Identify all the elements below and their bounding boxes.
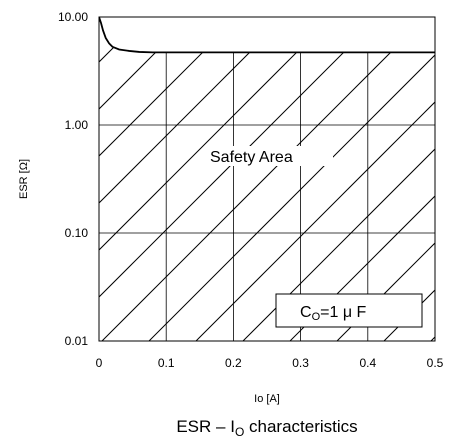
condition-label: CO=1 μ F [300, 304, 366, 323]
y-axis-label: ESR [Ω] [18, 159, 30, 199]
y-tick-label-0: 0.01 [65, 334, 89, 348]
unsafe-region-mask [99, 17, 435, 53]
hatch-line-7 [99, 17, 333, 251]
chart-caption: ESR – IO characteristics [176, 417, 357, 439]
hatch-line-11 [195, 101, 435, 341]
caption-subscript: O [235, 425, 244, 439]
hatch-line-6 [99, 17, 286, 204]
x-axis-label: Io [A] [254, 393, 280, 405]
hatch-line-16 [430, 336, 435, 341]
hatch-line-9 [101, 17, 427, 341]
x-tick-label-2: 0.2 [225, 356, 242, 370]
safety-area-hatching [0, 0, 435, 341]
x-tick-label-4: 0.4 [359, 356, 376, 370]
y-tick-label-3: 10.00 [58, 10, 88, 24]
esr-limit-curve [99, 17, 435, 54]
y-tick-labels: 0.01 0.10 1.00 10.00 [58, 10, 88, 348]
plot-area [98, 16, 436, 342]
caption-main: ESR – I [176, 417, 235, 436]
y-tick-label-1: 0.10 [65, 226, 89, 240]
safety-area-label-bg [208, 146, 333, 166]
hatch-line-8 [99, 17, 380, 298]
x-tick-label-0: 0 [96, 356, 103, 370]
y-tick-label-2: 1.00 [65, 118, 89, 132]
hatch-line-10 [148, 54, 435, 341]
x-tick-label-3: 0.3 [292, 356, 309, 370]
condition-subscript: O [312, 311, 321, 323]
x-tick-label-5: 0.5 [427, 356, 444, 370]
condition-prefix: C [300, 304, 312, 321]
hatch-line-12 [242, 148, 435, 341]
hatch-line-14 [336, 242, 435, 341]
hatch-line-0 [0, 0, 99, 341]
caption-rest: characteristics [244, 417, 357, 436]
safety-area-label: Safety Area [210, 149, 293, 166]
x-tick-label-1: 0.1 [158, 356, 175, 370]
x-tick-labels: 0 0.1 0.2 0.3 0.4 0.5 [96, 356, 444, 370]
hatch-line-5 [99, 17, 239, 157]
hatch-line-13 [289, 195, 435, 341]
plot-border [98, 16, 436, 342]
esr-curve-group [99, 17, 435, 54]
condition-rest: =1 μ F [320, 304, 366, 321]
condition-box [275, 293, 423, 328]
